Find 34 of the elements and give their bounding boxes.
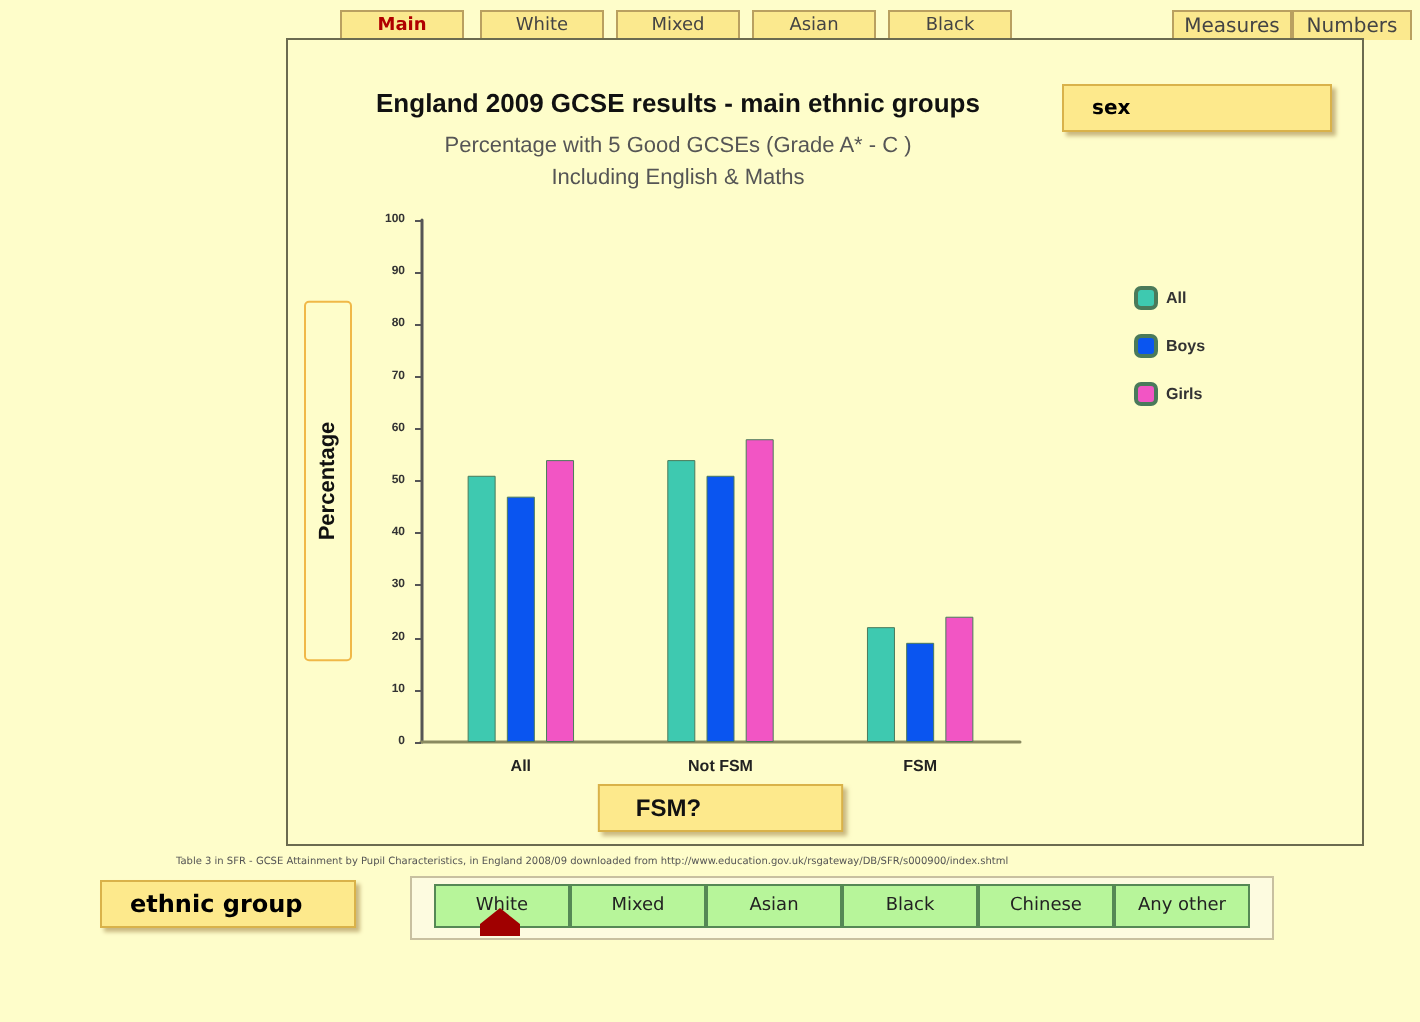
text: Any other [1114, 884, 1250, 928]
text: Chinese [978, 884, 1114, 928]
legend-title: sex [1062, 84, 1332, 132]
y-axis-title: Percentage [316, 421, 340, 541]
bar [906, 642, 935, 742]
text: Mixed [570, 884, 706, 928]
bar [506, 496, 535, 742]
bar [866, 627, 895, 742]
bar [667, 460, 696, 742]
x-axis-title: FSM? [635, 794, 702, 822]
x-tick-label: FSM [903, 757, 938, 775]
chart-subtitle: Percentage with 5 Good GCSEs (Grade A* - C ) Including English & Maths [444, 134, 912, 190]
chart-title: England 2009 GCSE results - main ethnic groups [376, 88, 980, 118]
bar [945, 616, 974, 742]
x-tick-label: All [510, 757, 532, 775]
text: Asian [706, 884, 842, 928]
legend-label: Boys [1166, 337, 1207, 355]
bar [467, 475, 496, 742]
text: White [434, 884, 570, 928]
text: Numbers [1292, 10, 1412, 40]
text: Mixed [616, 10, 740, 40]
legend-label: Girls [1166, 385, 1204, 403]
text: ethnic group [100, 880, 356, 928]
text: White [480, 10, 604, 40]
text: Main [340, 10, 464, 40]
bar [706, 475, 735, 742]
text: Measures [1172, 10, 1292, 40]
text: Black [888, 10, 1012, 40]
text: Asian [752, 10, 876, 40]
text: Black [842, 884, 978, 928]
bar [745, 439, 774, 742]
x-tick-label: Not FSM [688, 757, 754, 775]
legend-label: All [1166, 289, 1187, 307]
bar [546, 460, 575, 742]
